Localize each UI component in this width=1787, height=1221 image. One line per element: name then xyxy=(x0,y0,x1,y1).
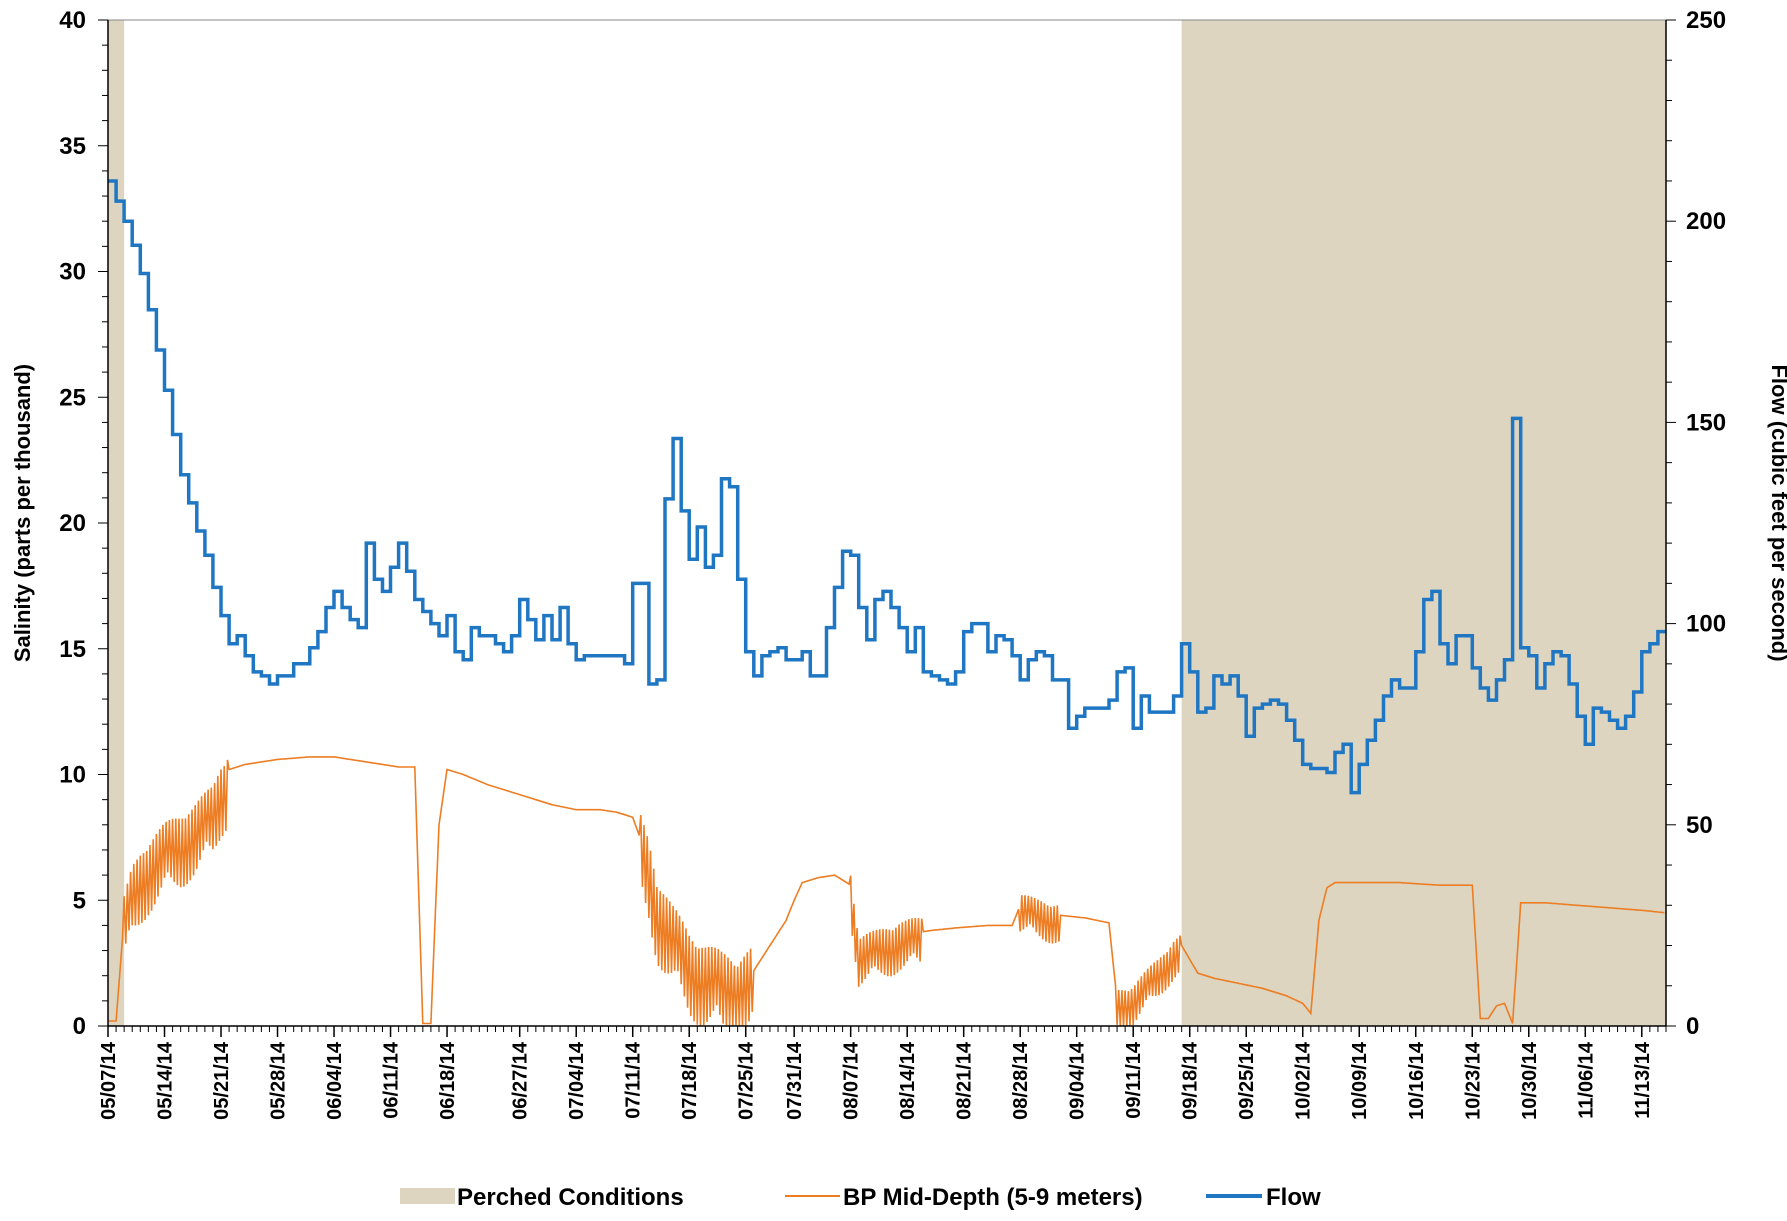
x-tick-label: 07/18/14 xyxy=(679,1041,701,1120)
x-tick-label: 07/31/14 xyxy=(784,1041,806,1120)
left-tick-label: 15 xyxy=(59,636,86,663)
flow-series xyxy=(108,179,1666,795)
x-tick-label: 08/07/14 xyxy=(841,1041,863,1120)
x-tick-label: 08/28/14 xyxy=(1010,1041,1032,1120)
flow-line xyxy=(108,179,1666,795)
right-axis: 0 50 100 150 200 250 xyxy=(1665,7,1726,1040)
left-tick-label: 30 xyxy=(59,259,86,286)
right-tick-label: 200 xyxy=(1686,208,1726,235)
perched-bands xyxy=(108,20,1666,1026)
left-tick-label: 10 xyxy=(59,762,86,789)
left-tick-label: 25 xyxy=(59,384,86,411)
x-tick-label: 09/18/14 xyxy=(1180,1041,1202,1120)
x-tick-label: 06/18/14 xyxy=(437,1041,459,1120)
x-tick-label: 07/04/14 xyxy=(566,1041,588,1120)
left-axis: 0 5 10 15 20 25 30 35 40 xyxy=(59,7,109,1040)
x-tick-label: 05/21/14 xyxy=(211,1041,233,1120)
x-tick-label: 10/23/14 xyxy=(1462,1041,1484,1120)
right-tick-label: 100 xyxy=(1686,611,1726,638)
right-tick-label: 150 xyxy=(1686,409,1726,436)
left-tick-label: 5 xyxy=(73,887,86,914)
x-axis: 05/07/14 05/14/14 05/21/14 05/28/14 06/04/14… xyxy=(98,1025,1667,1120)
left-tick-label: 0 xyxy=(73,1013,86,1040)
y-axis-title: Salinity (parts per thousand) xyxy=(10,364,35,662)
x-tick-label: 05/14/14 xyxy=(155,1041,177,1120)
x-tick-label: 10/30/14 xyxy=(1519,1041,1541,1120)
x-tick-label: 08/14/14 xyxy=(897,1041,919,1120)
legend-label-flow: Flow xyxy=(1266,1184,1321,1211)
x-tick-label: 06/04/14 xyxy=(324,1041,346,1120)
x-tick-label: 08/21/14 xyxy=(954,1041,976,1120)
legend: Perched Conditions BP Mid-Depth (5-9 met… xyxy=(400,1184,1321,1211)
x-tick-label: 10/02/14 xyxy=(1293,1041,1315,1120)
left-tick-label: 20 xyxy=(59,510,86,537)
x-tick-label: 07/11/14 xyxy=(623,1041,645,1119)
x-tick-label: 06/11/14 xyxy=(381,1041,403,1119)
x-tick-label: 10/09/14 xyxy=(1349,1041,1371,1120)
right-tick-label: 250 xyxy=(1686,7,1726,34)
x-tick-label: 06/27/14 xyxy=(510,1041,532,1120)
y2-axis-title: Flow (cubic feet per second) xyxy=(1767,364,1787,661)
legend-label-perched: Perched Conditions xyxy=(457,1184,684,1211)
right-tick-label: 0 xyxy=(1686,1013,1699,1040)
x-tick-label: 11/13/14 xyxy=(1632,1041,1654,1119)
x-tick-label: 09/11/14 xyxy=(1123,1041,1145,1119)
x-tick-label: 05/07/14 xyxy=(98,1041,120,1120)
left-tick-label: 40 xyxy=(59,7,86,34)
x-tick-label: 10/16/14 xyxy=(1406,1041,1428,1120)
perched-band-0 xyxy=(108,20,125,1026)
salinity-series xyxy=(108,756,1665,1027)
x-tick-label: 07/25/14 xyxy=(736,1041,758,1120)
left-tick-label: 35 xyxy=(59,133,86,160)
x-tick-label: 05/28/14 xyxy=(268,1041,290,1120)
perched-band-1 xyxy=(1181,20,1666,1026)
legend-label-salinity: BP Mid-Depth (5-9 meters) xyxy=(843,1184,1143,1211)
x-tick-label: 09/25/14 xyxy=(1236,1041,1258,1120)
x-tick-label: 09/04/14 xyxy=(1067,1041,1089,1120)
legend-swatch-perched xyxy=(400,1188,455,1204)
right-tick-label: 50 xyxy=(1686,812,1713,839)
x-tick-label: 11/06/14 xyxy=(1575,1041,1597,1119)
salinity-line xyxy=(108,756,1665,1027)
